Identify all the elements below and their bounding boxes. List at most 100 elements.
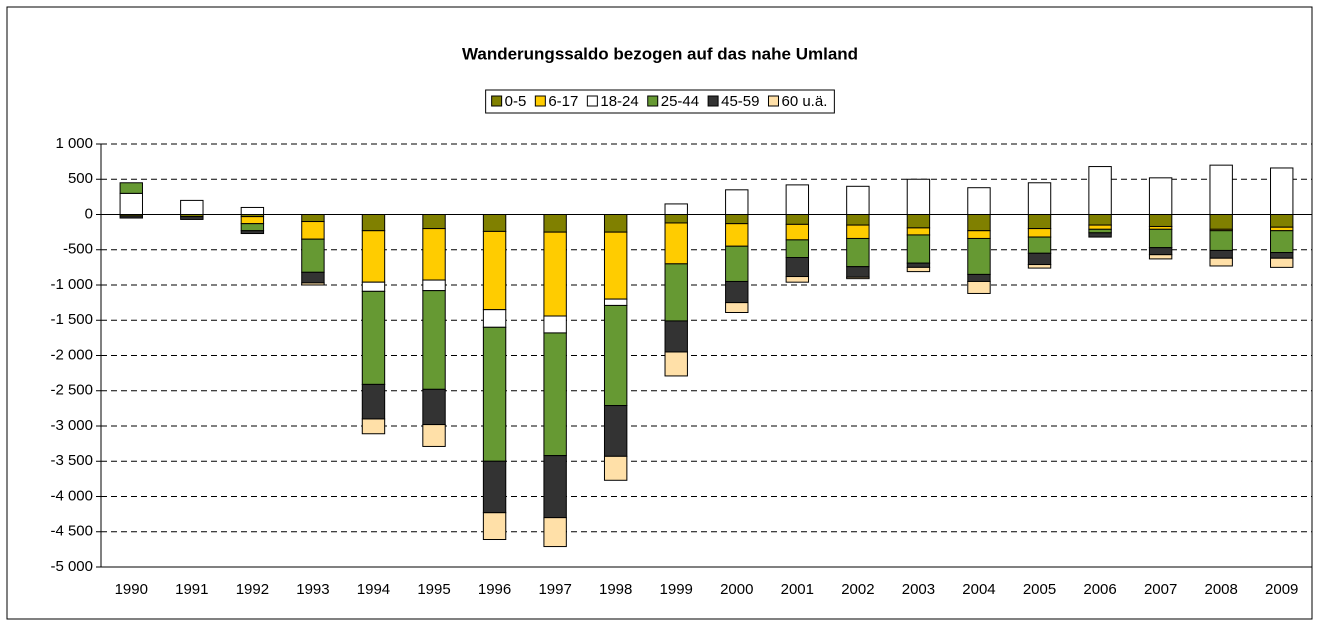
legend-swatch <box>647 95 659 107</box>
x-tick-label: 2006 <box>1083 581 1116 598</box>
y-tick-label: -3 500 <box>50 452 93 469</box>
bar-segment <box>119 182 143 194</box>
bar-segment <box>1209 257 1233 267</box>
legend-swatch <box>491 95 503 107</box>
legend-swatch <box>534 95 546 107</box>
bar-segment <box>603 455 628 481</box>
y-tick-label: 500 <box>68 170 93 187</box>
bar-segment <box>967 214 991 232</box>
x-tick-label: 2001 <box>781 581 814 598</box>
bar-segment <box>180 199 204 215</box>
y-tick-label: -1 000 <box>50 276 93 293</box>
bar-segment <box>846 266 870 278</box>
bar-segment <box>240 216 265 225</box>
bar-segment <box>1209 230 1233 251</box>
legend-swatch <box>767 95 779 107</box>
bar-segment <box>603 405 628 457</box>
bar-segment <box>301 282 325 286</box>
bar-segment <box>906 262 931 268</box>
y-tick-label: -500 <box>63 241 93 258</box>
x-tick-label: 1998 <box>599 581 632 598</box>
bar-segment <box>543 214 567 233</box>
bar-segment <box>664 320 688 353</box>
bar-segment <box>1027 214 1052 230</box>
bar-segment <box>543 315 567 334</box>
bar-segment <box>1088 228 1112 234</box>
bar-segment <box>361 281 386 292</box>
bar-segment <box>1027 182 1052 215</box>
bar-segment <box>301 271 325 284</box>
bar-segment <box>725 302 749 313</box>
bar-segment <box>301 238 325 273</box>
bar-segment <box>482 309 507 328</box>
bar-segment <box>906 227 931 236</box>
bar-segment <box>240 223 265 232</box>
bar-segment <box>1209 249 1233 259</box>
legend-label: 6-17 <box>548 93 578 110</box>
bar-segment <box>422 290 446 390</box>
bar-segment <box>1088 224 1112 230</box>
legend-box <box>485 89 835 114</box>
bar-segment <box>603 304 628 407</box>
y-tick-label: 0 <box>85 205 93 222</box>
bar-segment <box>664 351 688 377</box>
bar-segment <box>846 276 870 280</box>
bar-segment <box>725 280 749 304</box>
legend-swatch <box>707 95 719 107</box>
bar-segment <box>967 187 991 216</box>
bar-segment <box>1148 214 1173 227</box>
x-tick-label: 1991 <box>175 581 208 598</box>
bar-segment <box>240 230 265 235</box>
y-tick-label: -2 500 <box>50 382 93 399</box>
bar-segment <box>422 228 446 281</box>
bar-segment <box>543 231 567 317</box>
bar-segment <box>1270 167 1294 215</box>
y-tick-label: -5 000 <box>50 558 93 575</box>
x-tick-label: 1994 <box>357 581 390 598</box>
bar-segment <box>1270 252 1294 259</box>
bar-segment <box>301 221 325 240</box>
bar-segment <box>1270 226 1294 232</box>
bar-segment <box>1148 254 1173 260</box>
legend-label: 0-5 <box>505 93 527 110</box>
bar-segment <box>846 214 870 226</box>
bar-segment <box>361 214 386 232</box>
bar-segment <box>1088 166 1112 215</box>
bar-segment <box>725 214 749 225</box>
bar-segment <box>1148 177 1173 215</box>
bar-segment <box>1270 230 1294 254</box>
chart-title: Wanderungssaldo bezogen auf das nahe Uml… <box>462 44 858 63</box>
bar-segment <box>785 257 810 278</box>
bar-segment <box>240 206 265 215</box>
x-tick-label: 1990 <box>115 581 148 598</box>
bar-segment <box>1209 214 1233 230</box>
bar-segment <box>1270 257 1294 268</box>
x-tick-label: 2009 <box>1265 581 1298 598</box>
bar-segment <box>361 290 386 385</box>
bar-segment <box>1088 214 1112 226</box>
bar-segment <box>361 230 386 283</box>
x-tick-label: 1995 <box>417 581 450 598</box>
bar-segment <box>967 280 991 294</box>
bar-segment <box>1027 264 1052 269</box>
legend-label: 45-59 <box>721 93 759 110</box>
y-tick-label: 1 000 <box>55 135 93 152</box>
bar-segment <box>906 234 931 264</box>
bar-segment <box>785 214 810 225</box>
x-tick-label: 2007 <box>1144 581 1177 598</box>
y-tick-label: -1 500 <box>50 311 93 328</box>
bar-segment <box>301 214 325 223</box>
bar-segment <box>725 245 749 282</box>
bar-segment <box>543 332 567 457</box>
bar-segment <box>725 189 749 215</box>
bar-segment <box>846 224 870 239</box>
bar-segment <box>180 216 204 220</box>
x-tick-label: 2000 <box>720 581 753 598</box>
legend-swatch <box>586 95 598 107</box>
bar-segment <box>1148 228 1173 249</box>
bar-segment <box>906 266 931 273</box>
bar-segment <box>785 276 810 283</box>
bar-segment <box>361 383 386 420</box>
x-tick-label: 1999 <box>660 581 693 598</box>
